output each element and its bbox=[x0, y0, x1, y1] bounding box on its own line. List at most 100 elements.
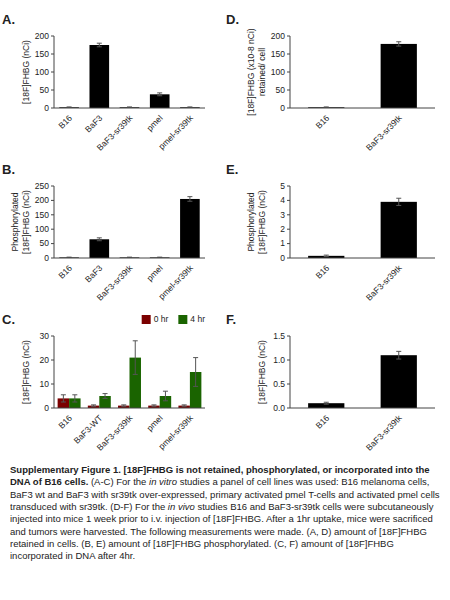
error-bar bbox=[193, 358, 198, 387]
error-bar bbox=[396, 198, 401, 205]
panel: A.050100150200B16BaF3BaF3-sr39tkpmelpmel… bbox=[2, 12, 205, 153]
y-tick-label: 50 bbox=[40, 85, 50, 95]
error-cap bbox=[97, 240, 102, 241]
error-cap bbox=[324, 402, 329, 403]
error-cap bbox=[133, 340, 138, 341]
marks bbox=[308, 42, 417, 108]
error-cap bbox=[324, 106, 329, 107]
y-tick bbox=[287, 384, 290, 385]
y-tick-label: 30 bbox=[40, 331, 50, 341]
y-tick-label: 2 bbox=[280, 224, 285, 234]
x-axis-line bbox=[290, 108, 435, 109]
y-tick bbox=[51, 72, 54, 73]
error-cap bbox=[61, 402, 66, 403]
y-tick-label: 250 bbox=[35, 181, 49, 191]
y-tick-label: 0.5 bbox=[273, 379, 285, 389]
y-tick-label: 100 bbox=[271, 67, 285, 77]
y-tick bbox=[51, 229, 54, 230]
marks bbox=[308, 198, 417, 258]
x-tick-label: BaF3-sr39tk bbox=[95, 262, 135, 302]
y-axis-line bbox=[290, 336, 291, 408]
y-axis-label: retained/ cell bbox=[257, 48, 267, 96]
error-cap bbox=[193, 386, 198, 387]
error-cap bbox=[121, 404, 126, 405]
y-tick bbox=[287, 408, 290, 409]
error-cap bbox=[97, 237, 102, 238]
x-tick-label: pmel-sr39tk bbox=[156, 412, 195, 451]
error-line bbox=[165, 391, 166, 401]
caption-text: in vitro bbox=[149, 476, 177, 487]
y-axis-label: [18F]FHBG (nCi) bbox=[257, 340, 267, 404]
bar bbox=[89, 45, 109, 108]
error-cap bbox=[151, 406, 156, 407]
error-line bbox=[105, 394, 106, 399]
error-cap bbox=[187, 196, 192, 197]
error-cap bbox=[127, 106, 132, 107]
y-tick bbox=[51, 214, 54, 215]
y-tick-label: 50 bbox=[40, 238, 50, 248]
y-tick-label: 1.5 bbox=[273, 331, 285, 341]
error-cap bbox=[396, 41, 401, 42]
y-tick bbox=[51, 408, 54, 409]
error-cap bbox=[67, 257, 72, 258]
error-cap bbox=[187, 201, 192, 202]
y-tick-label: 0 bbox=[44, 253, 49, 263]
error-bar bbox=[91, 405, 96, 406]
error-cap bbox=[157, 92, 162, 93]
error-cap bbox=[396, 198, 401, 199]
error-cap bbox=[133, 374, 138, 375]
x-tick-label: B16 bbox=[56, 113, 74, 131]
error-cap bbox=[91, 406, 96, 407]
y-tick-label: 0 bbox=[280, 103, 285, 113]
error-cap bbox=[97, 46, 102, 47]
caption-text: (A-C) For the bbox=[88, 476, 149, 487]
panel: C.0102030B16BaF3-WTBaF3-sr39tkpmelpmel-s… bbox=[2, 312, 205, 453]
y-tick bbox=[287, 186, 290, 187]
error-cap bbox=[103, 393, 108, 394]
y-tick bbox=[287, 72, 290, 73]
error-cap bbox=[396, 205, 401, 206]
y-tick-label: 0 bbox=[280, 253, 285, 263]
y-tick bbox=[287, 108, 290, 109]
x-tick-label: pmel bbox=[145, 263, 165, 283]
y-tick bbox=[287, 214, 290, 215]
bar bbox=[381, 44, 417, 108]
y-tick bbox=[287, 243, 290, 244]
y-tick bbox=[51, 200, 54, 201]
x-tick-label: B16 bbox=[314, 113, 332, 131]
error-line bbox=[99, 43, 100, 47]
y-tick-label: 50 bbox=[276, 85, 286, 95]
error-bar bbox=[133, 341, 138, 375]
x-tick-label: B16 bbox=[314, 413, 332, 431]
error-cap bbox=[396, 351, 401, 352]
legend-swatch bbox=[142, 315, 151, 324]
y-tick bbox=[51, 54, 54, 55]
error-line bbox=[63, 395, 64, 402]
error-line bbox=[74, 395, 75, 402]
y-tick-label: 1.0 bbox=[273, 355, 285, 365]
y-axis-label: [18F]FHBG (nCi) bbox=[21, 190, 31, 254]
marks bbox=[308, 351, 417, 408]
error-bar bbox=[396, 351, 401, 359]
error-cap bbox=[121, 406, 126, 407]
error-line bbox=[195, 358, 196, 387]
panel-label: B. bbox=[2, 162, 15, 177]
error-cap bbox=[97, 43, 102, 44]
y-axis-label: [18F]FHBG (nCi) bbox=[21, 340, 31, 404]
error-cap bbox=[324, 404, 329, 405]
x-tick-label: BaF3-sr39tk bbox=[95, 112, 135, 152]
y-tick-label: 150 bbox=[35, 49, 49, 59]
y-tick-label: 5 bbox=[280, 181, 285, 191]
y-axis-label: Phosphorylated bbox=[10, 192, 20, 251]
error-bar bbox=[163, 391, 168, 401]
error-cap bbox=[61, 394, 66, 395]
bar bbox=[150, 94, 170, 108]
x-tick-label: BaF3-sr39tk bbox=[364, 112, 404, 152]
y-tick-label: 1 bbox=[280, 238, 285, 248]
legend-label: 0 hr bbox=[154, 314, 169, 324]
y-tick bbox=[51, 258, 54, 259]
error-bar bbox=[182, 405, 187, 406]
bar bbox=[381, 202, 417, 258]
x-tick-label: pmel-sr39tk bbox=[156, 262, 195, 301]
error-cap bbox=[72, 394, 77, 395]
